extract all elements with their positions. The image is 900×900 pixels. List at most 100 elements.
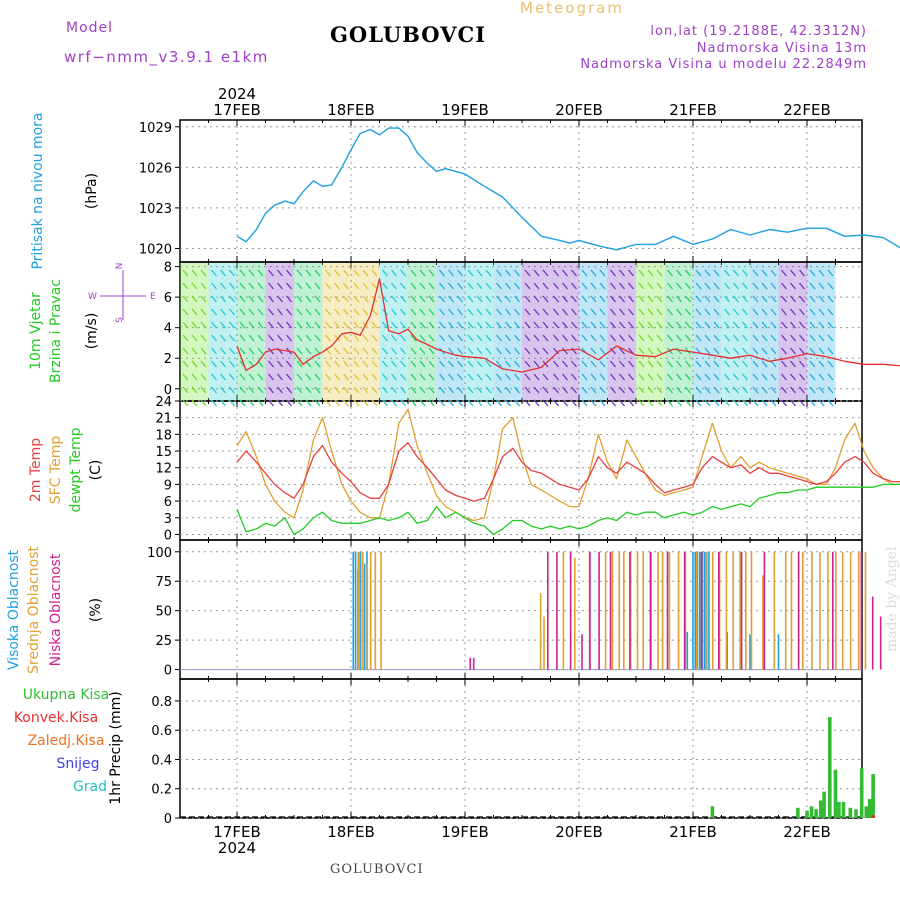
wind-barb [752,347,759,355]
wind-barb [248,282,255,290]
wind-barb [296,334,303,342]
wind-barb [781,373,787,381]
wind-barb [391,360,397,368]
wind-barb [827,269,834,277]
wind-barb [419,360,426,368]
wind-barb [457,386,463,394]
precip-axis-label: 1hr Precip (mm) [108,691,124,804]
wind-barb [485,295,492,303]
wind-barb [476,347,483,355]
wind-barb [211,295,217,303]
wind-barb [542,282,549,290]
wind-barb [562,295,568,303]
wind-barb [220,347,226,355]
wind-barb [733,386,739,394]
wind-barb [314,321,321,329]
wind-barb [305,373,312,381]
wind-barb [599,295,606,303]
wind-barb [286,269,292,277]
wind-barb [496,373,502,381]
wind-barb [553,360,559,368]
wind-barb [400,282,406,290]
wind-barb [581,269,588,277]
wind-barb [296,282,303,290]
wind-barb [257,308,264,316]
wind-barb [305,321,312,329]
wind-barb [685,269,691,277]
wind-barb [647,334,654,342]
wind-barb [761,269,768,277]
wind-barb [533,334,540,342]
wind-barb [562,334,568,342]
wind-barb [610,347,616,355]
wind-barb [676,386,682,394]
wind-barb [799,373,805,381]
wind-barb [667,295,673,303]
wind-barb [676,295,682,303]
wind-barb [410,282,417,290]
wind-barb [182,386,189,394]
wind-barb [257,282,264,290]
wind-barb [182,399,189,407]
wind-unit-label: (m/s) [84,313,100,350]
wind-barb [200,308,207,316]
wind-barb [457,308,463,316]
wind-barb [809,347,816,355]
wind-barb [239,269,246,277]
wind-barb [590,347,597,355]
wind-barb [647,269,654,277]
wind-barb [656,373,663,381]
wind-barb [695,373,702,381]
wind-barb [781,399,787,407]
wind-barb [400,347,406,355]
wind-barb [638,282,645,290]
wind-barb [182,334,189,342]
wind-barb [391,386,397,394]
wind-barb [467,360,474,368]
wind-barb [334,269,340,277]
wind-barb [325,373,331,381]
wind-barb [343,282,349,290]
wind-barb [191,373,198,381]
wind-barb [562,269,568,277]
wind-barb [581,295,588,303]
wind-barb [752,373,759,381]
y-tick-label: 8 [164,261,172,276]
wind-barb [220,321,226,329]
wind-barb [220,399,226,407]
wind-barb [229,308,235,316]
pressure-unit-label: (hPa) [84,173,100,209]
wind-barb [200,295,207,303]
wind-barb [818,360,825,368]
wind-barb [704,347,711,355]
wind-barb [590,282,597,290]
wind-barb [571,282,577,290]
wind-barb [211,334,217,342]
wind-barb [505,282,511,290]
wind-barb [239,334,246,342]
wind-barb [818,334,825,342]
wind-barb [362,347,369,355]
model-altitude-text: Nadmorska Visina u modelu 22.2849m [580,57,867,72]
wind-barb [334,308,340,316]
wind-barb [419,386,426,394]
wind-barb [724,334,730,342]
wind-barb [457,295,463,303]
wind-barb [553,308,559,316]
wind-barb [799,347,805,355]
wind-barb [809,282,816,290]
wind-barb [457,347,463,355]
wind-barb [371,373,378,381]
wind-barb [485,347,492,355]
high-cloud-axis-label: Visoka Oblacnost [6,549,22,670]
wind-barb [514,399,520,407]
wind-barb [476,321,483,329]
wind-barb [382,360,388,368]
wind-barb [818,399,825,407]
wind-barb [325,295,331,303]
wind-barb [770,282,777,290]
wind-barb [382,321,388,329]
wind-barb [325,399,331,407]
wind-barb [638,399,645,407]
wind-barb [353,308,360,316]
